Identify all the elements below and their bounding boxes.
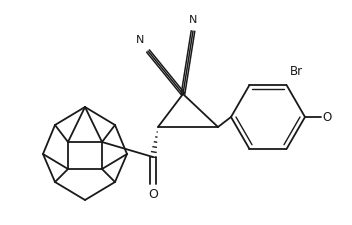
- Text: O: O: [148, 188, 158, 201]
- Text: O: O: [322, 111, 331, 124]
- Text: N: N: [189, 15, 197, 25]
- Text: N: N: [136, 35, 144, 45]
- Text: Br: Br: [289, 65, 303, 78]
